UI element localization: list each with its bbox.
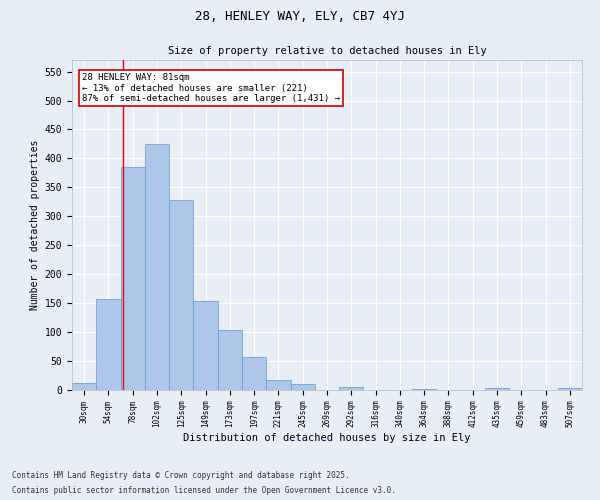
Bar — [218, 330, 242, 390]
Bar — [412, 389, 436, 390]
Bar — [96, 299, 121, 390]
Y-axis label: Number of detached properties: Number of detached properties — [31, 140, 40, 310]
Bar — [558, 388, 582, 390]
Bar — [145, 144, 169, 390]
Bar — [169, 200, 193, 390]
X-axis label: Distribution of detached houses by size in Ely: Distribution of detached houses by size … — [183, 433, 471, 443]
Bar — [121, 167, 145, 390]
Bar — [290, 384, 315, 390]
Bar — [339, 387, 364, 390]
Bar — [485, 388, 509, 390]
Text: 28 HENLEY WAY: 81sqm
← 13% of detached houses are smaller (221)
87% of semi-deta: 28 HENLEY WAY: 81sqm ← 13% of detached h… — [82, 73, 340, 103]
Bar — [193, 302, 218, 390]
Bar — [72, 383, 96, 390]
Text: 28, HENLEY WAY, ELY, CB7 4YJ: 28, HENLEY WAY, ELY, CB7 4YJ — [195, 10, 405, 23]
Bar — [242, 357, 266, 390]
Text: Contains public sector information licensed under the Open Government Licence v3: Contains public sector information licen… — [12, 486, 396, 495]
Bar — [266, 380, 290, 390]
Title: Size of property relative to detached houses in Ely: Size of property relative to detached ho… — [167, 46, 487, 56]
Text: Contains HM Land Registry data © Crown copyright and database right 2025.: Contains HM Land Registry data © Crown c… — [12, 471, 350, 480]
